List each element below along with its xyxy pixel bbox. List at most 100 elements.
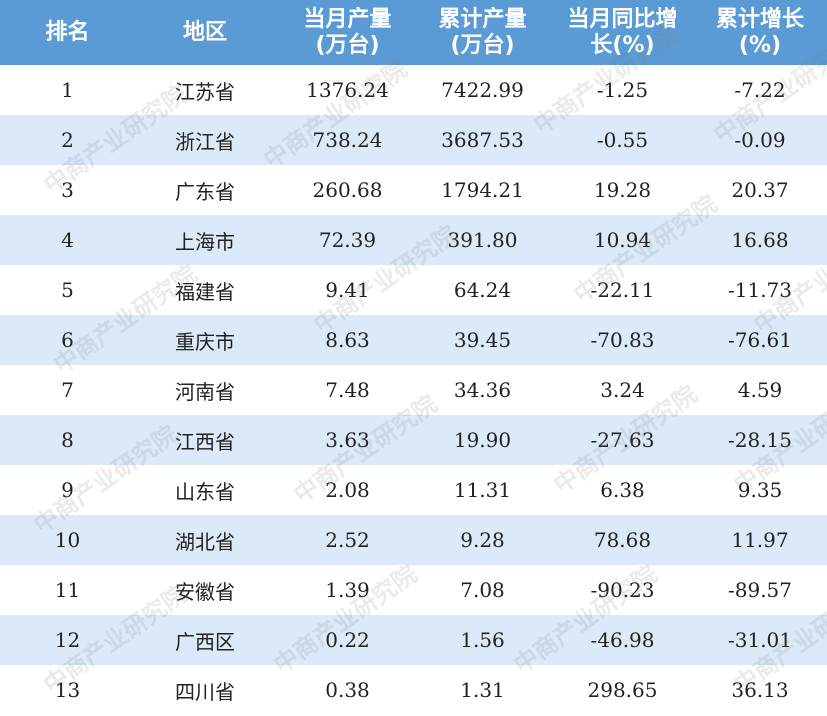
table-row: 6 重庆市 8.63 39.45 -70.83 -76.61 [0,315,827,365]
header-monthly-yoy: 当月同比增 长(%) [555,0,690,65]
header-cumulative-output-line1: 累计产量 [438,6,527,32]
cumulative-growth-cell: 36.13 [731,678,789,702]
cumulative-output-cell: 19.90 [453,428,512,452]
rank-cell: 5 [61,278,74,302]
monthly-yoy-cell: 19.28 [593,178,652,202]
cumulative-growth-cell: -11.73 [727,278,792,302]
monthly-yoy-cell: 78.68 [593,528,652,552]
rank-cell: 12 [54,628,81,652]
cumulative-growth-cell: -31.01 [727,628,792,652]
monthly-yoy-cell: 298.65 [587,678,658,702]
monthly-output-cell: 8.63 [325,328,370,352]
monthly-yoy-cell: -1.25 [596,78,649,102]
cumulative-growth-cell: 9.35 [737,478,783,502]
table-row: 2 浙江省 738.24 3687.53 -0.55 -0.09 [0,115,827,165]
table-row: 11 安徽省 1.39 7.08 -90.23 -89.57 [0,565,827,615]
header-rank-label: 排名 [45,19,90,45]
monthly-yoy-cell: -22.11 [590,278,655,302]
cumulative-growth-cell: -28.15 [727,428,792,452]
cumulative-output-cell: 1.56 [460,628,505,652]
monthly-output-cell: 0.22 [325,628,370,652]
monthly-output-cell: 0.38 [325,678,370,702]
table-row: 7 河南省 7.48 34.36 3.24 4.59 [0,365,827,415]
header-cumulative-growth-line2: (%) [738,32,782,58]
header-cumulative-growth-line1: 累计增长 [715,6,804,32]
rank-cell: 10 [54,528,81,552]
cumulative-output-cell: 64.24 [453,278,512,302]
region-cell: 福建省 [175,279,235,304]
monthly-yoy-cell: -70.83 [590,328,655,352]
cumulative-output-cell: 391.80 [447,228,518,252]
rank-cell: 9 [61,478,74,502]
monthly-output-cell: 738.24 [312,128,383,152]
table-row: 5 福建省 9.41 64.24 -22.11 -11.73 [0,265,827,315]
region-cell: 河南省 [175,379,235,404]
monthly-yoy-cell: 6.38 [600,478,645,502]
rank-cell: 6 [61,328,74,352]
header-rank: 排名 [15,0,120,65]
rank-cell: 13 [54,678,81,702]
rank-cell: 4 [61,228,74,252]
monthly-output-cell: 260.68 [312,178,383,202]
region-cell: 广西区 [175,629,235,654]
header-monthly-yoy-line2: 长(%) [590,32,655,58]
monthly-output-cell: 3.63 [325,428,370,452]
monthly-yoy-cell: -46.98 [590,628,655,652]
header-cumulative-output-line2: (万台) [450,32,515,58]
monthly-yoy-cell: 10.94 [593,228,652,252]
region-cell: 四川省 [175,679,235,704]
cumulative-growth-cell: -76.61 [727,328,792,352]
region-cell: 江西省 [175,429,235,454]
header-monthly-output: 当月产量 (万台) [285,0,410,65]
cumulative-output-cell: 7.08 [460,578,505,602]
table-row: 1 江苏省 1376.24 7422.99 -1.25 -7.22 [0,65,827,115]
cumulative-growth-cell: 11.97 [731,528,789,552]
cumulative-output-cell: 11.31 [453,478,512,502]
rank-cell: 8 [61,428,74,452]
table-row: 12 广西区 0.22 1.56 -46.98 -31.01 [0,615,827,665]
cumulative-output-cell: 1794.21 [441,178,524,202]
rank-cell: 2 [61,128,74,152]
region-cell: 湖北省 [175,529,235,554]
cumulative-growth-cell: 4.59 [737,378,783,402]
region-cell: 江苏省 [175,79,235,104]
region-cell: 浙江省 [175,129,235,154]
cumulative-output-cell: 39.45 [453,328,512,352]
region-cell: 广东省 [175,179,235,204]
table-row: 13 四川省 0.38 1.31 298.65 36.13 [0,665,827,715]
monthly-output-cell: 1376.24 [306,78,389,102]
monthly-output-cell: 72.39 [318,228,377,252]
monthly-output-cell: 2.08 [325,478,370,502]
region-cell: 安徽省 [175,579,235,604]
table-row: 9 山东省 2.08 11.31 6.38 9.35 [0,465,827,515]
cumulative-growth-cell: 16.68 [731,228,789,252]
monthly-output-cell: 7.48 [325,378,370,402]
header-monthly-yoy-line1: 当月同比增 [567,6,678,32]
header-monthly-output-line1: 当月产量 [303,6,392,32]
cumulative-growth-cell: 20.37 [731,178,789,202]
table-row: 3 广东省 260.68 1794.21 19.28 20.37 [0,165,827,215]
cumulative-growth-cell: -0.09 [734,128,786,152]
cumulative-growth-cell: -7.22 [734,78,786,102]
header-region-label: 地区 [182,19,227,45]
rank-cell: 3 [61,178,74,202]
cumulative-output-cell: 1.31 [460,678,505,702]
region-cell: 山东省 [175,479,235,504]
cumulative-output-cell: 3687.53 [441,128,524,152]
rank-cell: 11 [54,578,81,602]
header-cumulative-growth: 累计增长 (%) [705,0,815,65]
table-row: 4 上海市 72.39 391.80 10.94 16.68 [0,215,827,265]
region-cell: 重庆市 [175,329,235,354]
table-header-row: 排名 地区 当月产量 (万台) 累计产量 (万台) 当月同比增 长(%) 累计增… [0,0,827,65]
header-monthly-output-line2: (万台) [315,32,380,58]
rank-cell: 1 [61,78,74,102]
header-region: 地区 [130,0,280,65]
cumulative-output-cell: 9.28 [460,528,505,552]
monthly-yoy-cell: -0.55 [596,128,649,152]
cumulative-output-cell: 7422.99 [441,78,524,102]
cumulative-growth-cell: -89.57 [727,578,792,602]
monthly-output-cell: 2.52 [325,528,370,552]
region-cell: 上海市 [175,229,235,254]
monthly-output-cell: 1.39 [325,578,370,602]
